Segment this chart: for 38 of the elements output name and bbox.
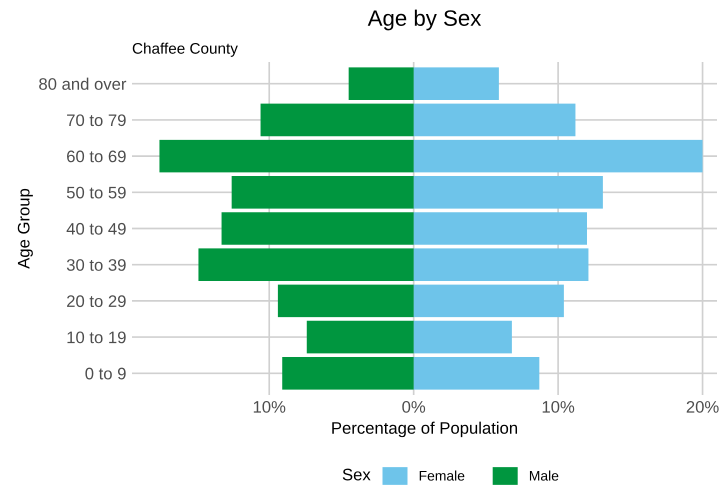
legend-label: Male bbox=[530, 470, 558, 481]
bar bbox=[159, 140, 414, 172]
bar bbox=[414, 284, 564, 318]
bar bbox=[222, 212, 414, 245]
bar bbox=[198, 248, 414, 281]
y-tick-label: 50 to 59 bbox=[66, 186, 126, 199]
bar bbox=[282, 356, 414, 390]
y-tick-label: 40 to 49 bbox=[66, 222, 126, 235]
bar bbox=[260, 104, 414, 136]
bar bbox=[414, 67, 499, 100]
y-tick-label: 30 to 39 bbox=[66, 259, 126, 271]
legend-label: Female bbox=[420, 470, 464, 481]
x-axis-title: Percentage of Population bbox=[332, 422, 518, 438]
x-tick-label: 10% bbox=[542, 400, 574, 413]
x-tick-label: 20% bbox=[686, 400, 719, 413]
bar bbox=[414, 320, 512, 354]
legend-title: Sex bbox=[342, 468, 371, 480]
bar bbox=[414, 356, 540, 390]
bar bbox=[306, 320, 414, 354]
bar bbox=[414, 212, 587, 245]
y-axis-title: Age Group bbox=[18, 188, 33, 269]
y-tick-label: 60 to 69 bbox=[67, 150, 126, 162]
bar bbox=[232, 176, 414, 209]
bar bbox=[414, 104, 576, 136]
chart-subtitle: Chaffee County bbox=[132, 42, 238, 57]
bar bbox=[348, 67, 414, 100]
y-tick-label: 10 to 19 bbox=[67, 331, 126, 344]
x-tick-label: 0% bbox=[402, 400, 426, 413]
x-tick-label: 10% bbox=[254, 400, 286, 413]
y-tick-label: 80 and over bbox=[39, 78, 126, 90]
bar bbox=[278, 284, 414, 318]
y-tick-label: 0 to 9 bbox=[85, 368, 126, 380]
chart-title: Age by Sex bbox=[368, 10, 482, 30]
bar bbox=[414, 176, 603, 209]
bar bbox=[414, 248, 588, 281]
y-tick-label: 20 to 29 bbox=[67, 295, 126, 308]
bar bbox=[414, 140, 703, 172]
y-tick-label: 70 to 79 bbox=[67, 114, 126, 126]
